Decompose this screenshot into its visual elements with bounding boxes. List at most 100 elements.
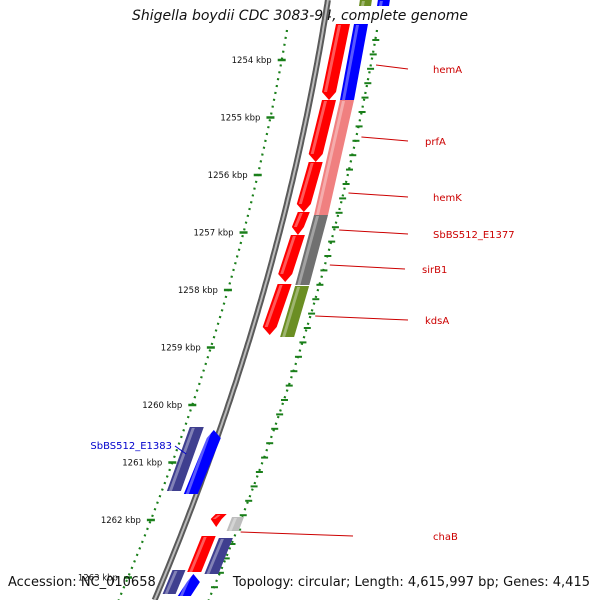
kbp-tick-label: 1261 kbp [122,459,162,469]
gene-kdsA-body [280,286,310,337]
gene-bottom-blue-body [177,574,200,596]
gene-leader-line [329,264,406,270]
gene-hemA-forward[interactable] [322,24,350,100]
gene-hemK[interactable] [296,162,323,212]
kbp-tick-label: 1255 kbp [220,114,260,124]
kbp-tick-label: 1263 kbp [78,574,118,584]
gene-label-prfA[interactable]: prfA [361,136,446,148]
gene-SbBS512_E1383-body [183,430,221,494]
gene-hemA-forward-body [322,24,350,100]
kbp-tick-label: 1258 kbp [178,286,218,296]
gene-kdsA-red[interactable] [262,284,292,335]
kbp-tick-label: 1256 kbp [208,171,248,181]
kbp-tick-label: 1262 kbp [101,516,141,526]
kbp-tick-label: 1260 kbp [142,401,182,411]
gene-label-text: SbBS512_E1377 [433,230,515,241]
gene-label-chaB[interactable]: chaB [240,531,458,543]
gene-prfA-gloss [310,101,327,154]
gene-hemA-reverse[interactable] [340,24,368,100]
gene-bottom-dark[interactable] [162,570,186,594]
gene-lower-dark-gloss [206,539,224,574]
gene-hemK-gloss [298,163,314,204]
gene-leader-line [315,315,409,321]
gene-SbBS512_E1383-dark-gloss [168,428,195,491]
gene-label-text: sirB1 [422,265,447,276]
gene-hemK-body [296,162,323,212]
gene-SbBS512_E1377-body [291,212,310,235]
gene-top-olive-body [359,0,372,6]
gene-sirB1-gray-body [295,215,328,285]
gene-chaB-gray[interactable] [226,517,244,531]
gene-sirB1-gray[interactable] [295,215,328,285]
genome-summary-text: Topology: circular; Length: 4,615,997 bp… [232,575,590,590]
gene-bottom-blue[interactable] [177,574,200,596]
gene-label-sirB1[interactable]: sirB1 [329,264,448,276]
gene-prfA-pale[interactable] [314,100,354,215]
gene-label-text: hemA [433,65,462,76]
gene-prfA[interactable] [308,100,336,162]
gene-sirB1-gloss [280,236,296,274]
gene-sirB1-body [278,235,305,282]
gene-chaB-small-gloss [212,515,221,519]
gene-chaB-gray-gloss [228,518,237,531]
gene-SbBS512_E1383-gloss [185,431,212,494]
kbp-tick-label: 1254 kbp [232,56,272,66]
gene-label-text: kdsA [425,316,449,327]
gene-hemA-reverse-body [340,24,368,100]
gene-prfA-pale-gloss [316,101,345,215]
gene-top-blue-body [377,0,390,6]
inner-tick-ring [117,29,289,600]
gene-SbBS512_E1383-dark-body [166,427,204,491]
gene-top-olive[interactable] [359,0,372,6]
gene-bottom-blue-gloss [179,575,192,596]
gene-leader-line [348,192,409,198]
gene-bottom-dark-gloss [164,571,178,594]
gene-kdsA-red-gloss [264,285,283,327]
gene-hemA-reverse-gloss [342,25,359,100]
gene-top-blue[interactable] [377,0,390,6]
gene-label-kdsA[interactable]: kdsA [315,315,449,327]
gene-kdsA-gloss [282,287,301,337]
gene-lower-dark-body [204,538,233,574]
gene-label-text: prfA [425,137,446,148]
kbp-tick-label: 1259 kbp [161,344,201,354]
gene-leader-line [240,531,354,537]
gene-lower-red[interactable] [187,536,216,572]
gene-chaB-small-body [210,514,227,527]
gene-chaB-gray-body [226,517,244,531]
gene-SbBS512_E1383-dark[interactable] [166,427,204,491]
gene-kdsA-red-body [262,284,292,335]
gene-leader-line [174,445,187,455]
gene-kdsA[interactable] [280,286,310,337]
gene-label-hemK[interactable]: hemK [348,192,462,204]
gene-SbBS512_E1377[interactable] [291,212,310,235]
gene-chaB-small[interactable] [210,514,227,527]
gene-leader-line [375,64,409,70]
accession-text: Accession: NC_010658 [8,575,156,590]
gene-sirB1[interactable] [278,235,305,282]
kbp-tick-label: 1257 kbp [193,229,233,239]
gene-SbBS512_E1383[interactable] [183,430,221,494]
gene-label-text: chaB [433,532,458,543]
gene-lower-red-gloss [189,537,207,572]
gene-hemA-forward-gloss [324,25,341,92]
gene-leader-line [361,136,409,142]
gene-label-text: SbBS512_E1383 [90,441,172,452]
gene-label-text: hemK [433,193,462,204]
map-title: Shigella boydii CDC 3083-94, complete ge… [131,8,469,24]
gene-top-olive-gloss [361,1,365,6]
gene-sirB1-gray-gloss [297,216,319,285]
gene-lower-dark[interactable] [204,538,233,574]
genome-backbone-highlight [153,0,329,600]
gene-top-blue-gloss [379,1,383,6]
gene-leader-line [339,229,409,235]
gene-bottom-dark-body [162,570,186,594]
gene-prfA-body [308,100,336,162]
gene-label-SbBS512_E1377[interactable]: SbBS512_E1377 [339,229,515,241]
gene-SbBS512_E1377-gloss [293,213,303,227]
gene-label-hemA[interactable]: hemA [375,64,462,76]
gene-label-SbBS512_E1383[interactable]: SbBS512_E1383 [90,441,187,455]
gene-lower-red-body [187,536,216,572]
gene-prfA-pale-body [314,100,354,215]
